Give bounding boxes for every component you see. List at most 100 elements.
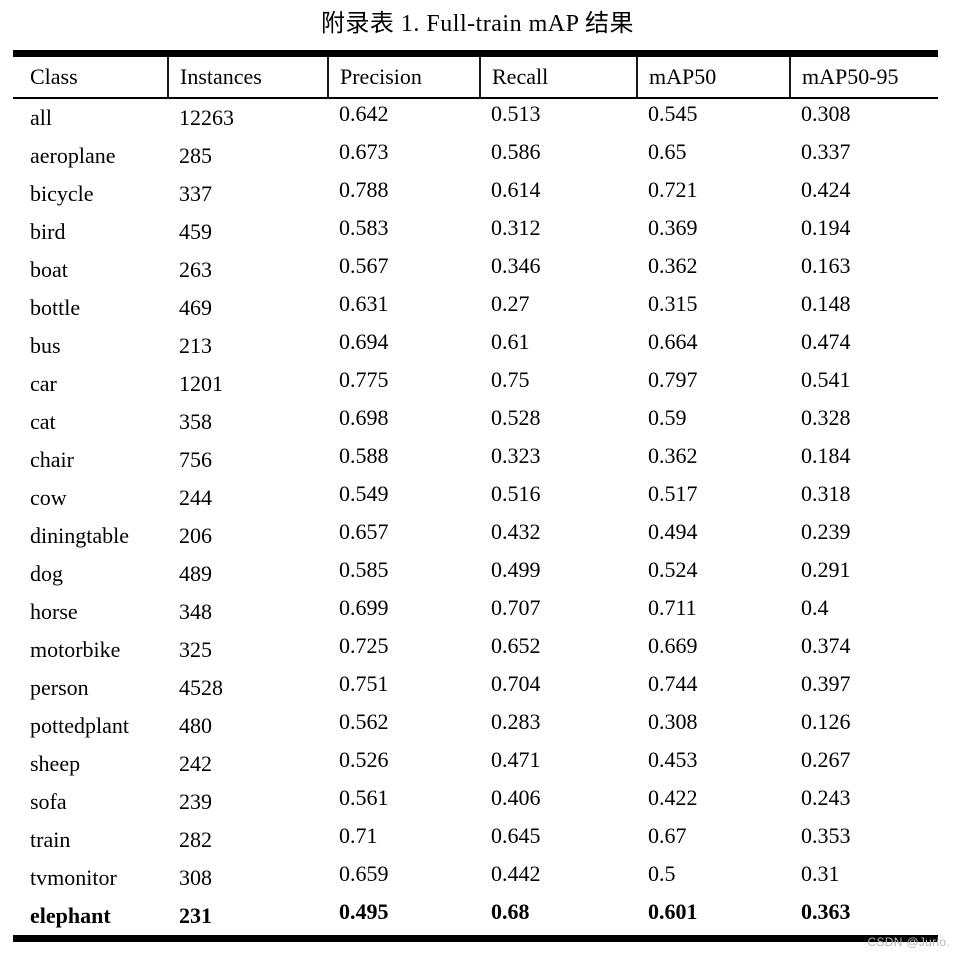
table-row: sheep 242 0.526 0.471 0.453 0.267 xyxy=(13,745,938,783)
cell-map50-95: 0.353 xyxy=(801,823,851,848)
table-row: person 4528 0.751 0.704 0.744 0.397 xyxy=(13,669,938,707)
cell-map50-95: 0.318 xyxy=(801,481,851,506)
table-row: bird 459 0.583 0.312 0.369 0.194 xyxy=(13,213,938,251)
cell-class: bottle xyxy=(30,295,81,320)
cell-map50-95: 0.374 xyxy=(801,633,851,658)
cell-class: motorbike xyxy=(30,637,121,662)
cell-precision: 0.751 xyxy=(339,671,389,696)
cell-recall: 0.528 xyxy=(491,405,541,430)
cell-instances: 231 xyxy=(179,903,212,928)
table-row: horse 348 0.699 0.707 0.711 0.4 xyxy=(13,593,938,631)
cell-map50: 0.601 xyxy=(648,899,698,924)
cell-class: dog xyxy=(30,561,63,586)
cell-map50-95: 0.474 xyxy=(801,329,851,354)
cell-class: diningtable xyxy=(30,523,129,548)
cell-precision: 0.561 xyxy=(339,785,389,810)
cell-recall: 0.68 xyxy=(491,899,530,924)
cell-precision: 0.549 xyxy=(339,481,389,506)
table-body: all 12263 0.642 0.513 0.545 0.308 aeroplane 285… xyxy=(13,98,938,939)
table-row: boat 263 0.567 0.346 0.362 0.163 xyxy=(13,251,938,289)
cell-class: tvmonitor xyxy=(30,865,117,890)
cell-instances: 756 xyxy=(179,447,212,472)
cell-class: cow xyxy=(30,485,67,510)
cell-precision: 0.588 xyxy=(339,443,389,468)
cell-map50: 0.59 xyxy=(648,405,687,430)
cell-instances: 285 xyxy=(179,143,212,168)
cell-recall: 0.442 xyxy=(491,861,541,886)
cell-class: person xyxy=(30,675,89,700)
cell-map50-95: 0.31 xyxy=(801,861,840,886)
cell-recall: 0.645 xyxy=(491,823,541,848)
cell-recall: 0.586 xyxy=(491,139,541,164)
cell-class: boat xyxy=(30,257,68,282)
cell-class: cat xyxy=(30,409,56,434)
cell-map50-95: 0.337 xyxy=(801,139,851,164)
cell-instances: 1201 xyxy=(179,371,223,396)
table-row: bus 213 0.694 0.61 0.664 0.474 xyxy=(13,327,938,365)
cell-precision: 0.583 xyxy=(339,215,389,240)
cell-instances: 480 xyxy=(179,713,212,738)
cell-instances: 337 xyxy=(179,181,212,206)
cell-map50: 0.369 xyxy=(648,215,698,240)
cell-map50: 0.711 xyxy=(648,595,697,620)
cell-instances: 489 xyxy=(179,561,212,586)
table-row: car 1201 0.775 0.75 0.797 0.541 xyxy=(13,365,938,403)
cell-class: bird xyxy=(30,219,66,244)
cell-class: bicycle xyxy=(30,181,94,206)
cell-instances: 239 xyxy=(179,789,212,814)
cell-map50-95: 0.291 xyxy=(801,557,851,582)
cell-map50-95: 0.541 xyxy=(801,367,851,392)
cell-recall: 0.432 xyxy=(491,519,541,544)
cell-class: elephant xyxy=(30,903,111,928)
cell-instances: 242 xyxy=(179,751,212,776)
cell-map50: 0.664 xyxy=(648,329,698,354)
cell-precision: 0.725 xyxy=(339,633,389,658)
cell-precision: 0.585 xyxy=(339,557,389,582)
table-row: bicycle 337 0.788 0.614 0.721 0.424 xyxy=(13,175,938,213)
cell-instances: 325 xyxy=(179,637,212,662)
cell-map50: 0.422 xyxy=(648,785,698,810)
cell-instances: 213 xyxy=(179,333,212,358)
cell-precision: 0.694 xyxy=(339,329,389,354)
cell-class: pottedplant xyxy=(30,713,129,738)
cell-class: train xyxy=(30,827,71,852)
table-row: motorbike 325 0.725 0.652 0.669 0.374 xyxy=(13,631,938,669)
cell-instances: 308 xyxy=(179,865,212,890)
cell-instances: 244 xyxy=(179,485,212,510)
cell-precision: 0.495 xyxy=(339,899,389,924)
table-row: tvmonitor 308 0.659 0.442 0.5 0.31 xyxy=(13,859,938,897)
cell-instances: 206 xyxy=(179,523,212,548)
cell-map50-95: 0.243 xyxy=(801,785,851,810)
cell-class: sofa xyxy=(30,789,67,814)
cell-precision: 0.526 xyxy=(339,747,389,772)
table-row: dog 489 0.585 0.499 0.524 0.291 xyxy=(13,555,938,593)
cell-recall: 0.513 xyxy=(491,101,541,126)
cell-map50-95: 0.328 xyxy=(801,405,851,430)
cell-recall: 0.499 xyxy=(491,557,541,582)
column-header-recall: Recall xyxy=(480,53,638,99)
cell-map50-95: 0.126 xyxy=(801,709,851,734)
cell-map50: 0.67 xyxy=(648,823,687,848)
cell-map50-95: 0.363 xyxy=(801,899,851,924)
column-header-class: Class xyxy=(13,53,169,99)
cell-class: horse xyxy=(30,599,78,624)
cell-map50-95: 0.267 xyxy=(801,747,851,772)
cell-recall: 0.283 xyxy=(491,709,541,734)
cell-precision: 0.642 xyxy=(339,101,389,126)
cell-class: chair xyxy=(30,447,74,472)
column-header-precision: Precision xyxy=(328,53,481,99)
table-row: chair 756 0.588 0.323 0.362 0.184 xyxy=(13,441,938,479)
cell-map50: 0.524 xyxy=(648,557,698,582)
cell-instances: 358 xyxy=(179,409,212,434)
cell-map50: 0.669 xyxy=(648,633,698,658)
cell-map50-95: 0.148 xyxy=(801,291,851,316)
cell-map50: 0.545 xyxy=(648,101,698,126)
cell-instances: 459 xyxy=(179,219,212,244)
cell-map50-95: 0.194 xyxy=(801,215,851,240)
cell-precision: 0.71 xyxy=(339,823,378,848)
cell-recall: 0.406 xyxy=(491,785,541,810)
cell-class: aeroplane xyxy=(30,143,116,168)
cell-precision: 0.788 xyxy=(339,177,389,202)
cell-recall: 0.346 xyxy=(491,253,541,278)
cell-map50-95: 0.239 xyxy=(801,519,851,544)
